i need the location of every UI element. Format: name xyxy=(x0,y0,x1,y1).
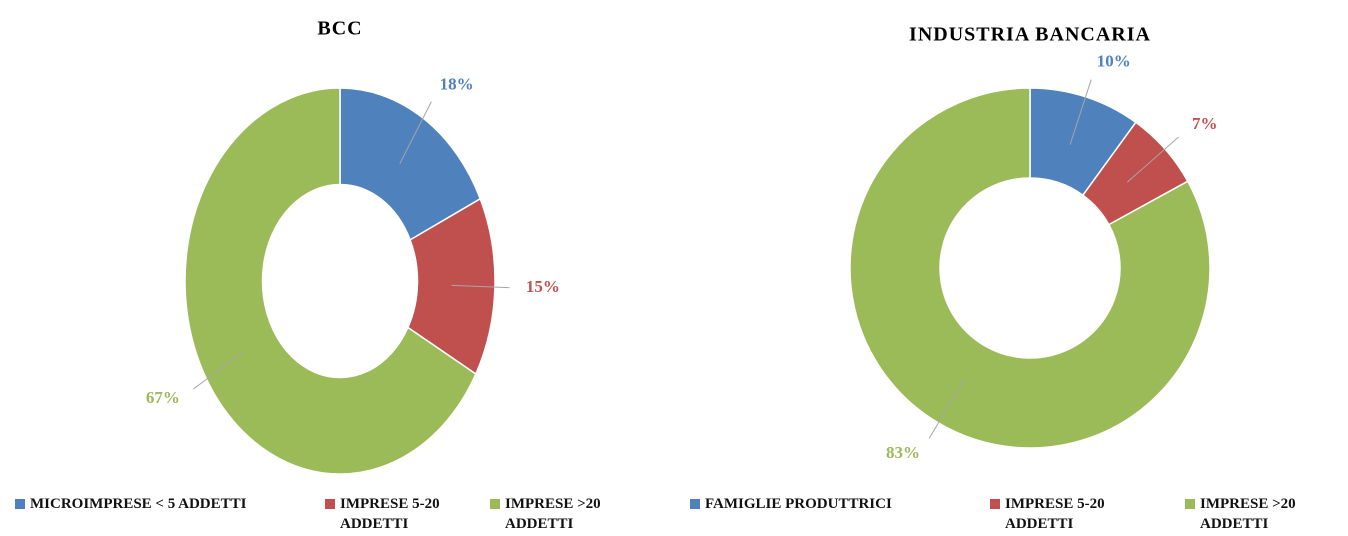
donut-slice xyxy=(849,87,1211,449)
legend-swatch xyxy=(690,499,700,509)
data-label: 18% xyxy=(440,74,474,93)
legend-swatch xyxy=(15,499,25,509)
legend-item: FAMIGLIE PRODUTTRICI xyxy=(690,494,980,514)
data-label: 7% xyxy=(1192,114,1218,133)
legend-swatch xyxy=(325,499,335,509)
legend-swatch xyxy=(490,499,500,509)
legend-label: FAMIGLIE PRODUTTRICI xyxy=(705,496,892,512)
legend-label: MICROIMPRESE < 5 ADDETTI xyxy=(30,496,247,512)
legend-label: IMPRESE 5-20 ADDETTI xyxy=(340,496,440,532)
donut-slice xyxy=(339,87,482,242)
legend-label: IMPRESE >20 ADDETTI xyxy=(505,496,601,532)
chart-title: INDUSTRIA BANCARIA xyxy=(909,24,1151,46)
data-label: 67% xyxy=(146,388,180,407)
leader-line xyxy=(928,379,965,439)
legend-label: IMPRESE >20 ADDETTI xyxy=(1200,496,1296,532)
leader-line xyxy=(399,101,432,164)
data-label: 10% xyxy=(1097,51,1131,70)
leader-line xyxy=(192,351,245,390)
legend-item: IMPRESE >20 ADDETTI xyxy=(1185,494,1345,534)
data-label: 83% xyxy=(886,443,920,462)
legend-item: MICROIMPRESE < 5 ADDETTI xyxy=(15,494,315,514)
donut-slice xyxy=(184,87,477,475)
legend-label: IMPRESE 5-20 ADDETTI xyxy=(1005,496,1105,532)
data-label: 15% xyxy=(526,277,560,296)
chart-title: BCC xyxy=(317,18,362,40)
legend-item: IMPRESE >20 ADDETTI xyxy=(490,494,640,534)
leader-line xyxy=(451,284,511,289)
leader-line xyxy=(1126,136,1179,183)
legend-swatch xyxy=(990,499,1000,509)
legend-swatch xyxy=(1185,499,1195,509)
legend-item: IMPRESE 5-20 ADDETTI xyxy=(325,494,475,534)
leader-line xyxy=(1069,79,1092,145)
legend-item: IMPRESE 5-20 ADDETTI xyxy=(990,494,1170,534)
